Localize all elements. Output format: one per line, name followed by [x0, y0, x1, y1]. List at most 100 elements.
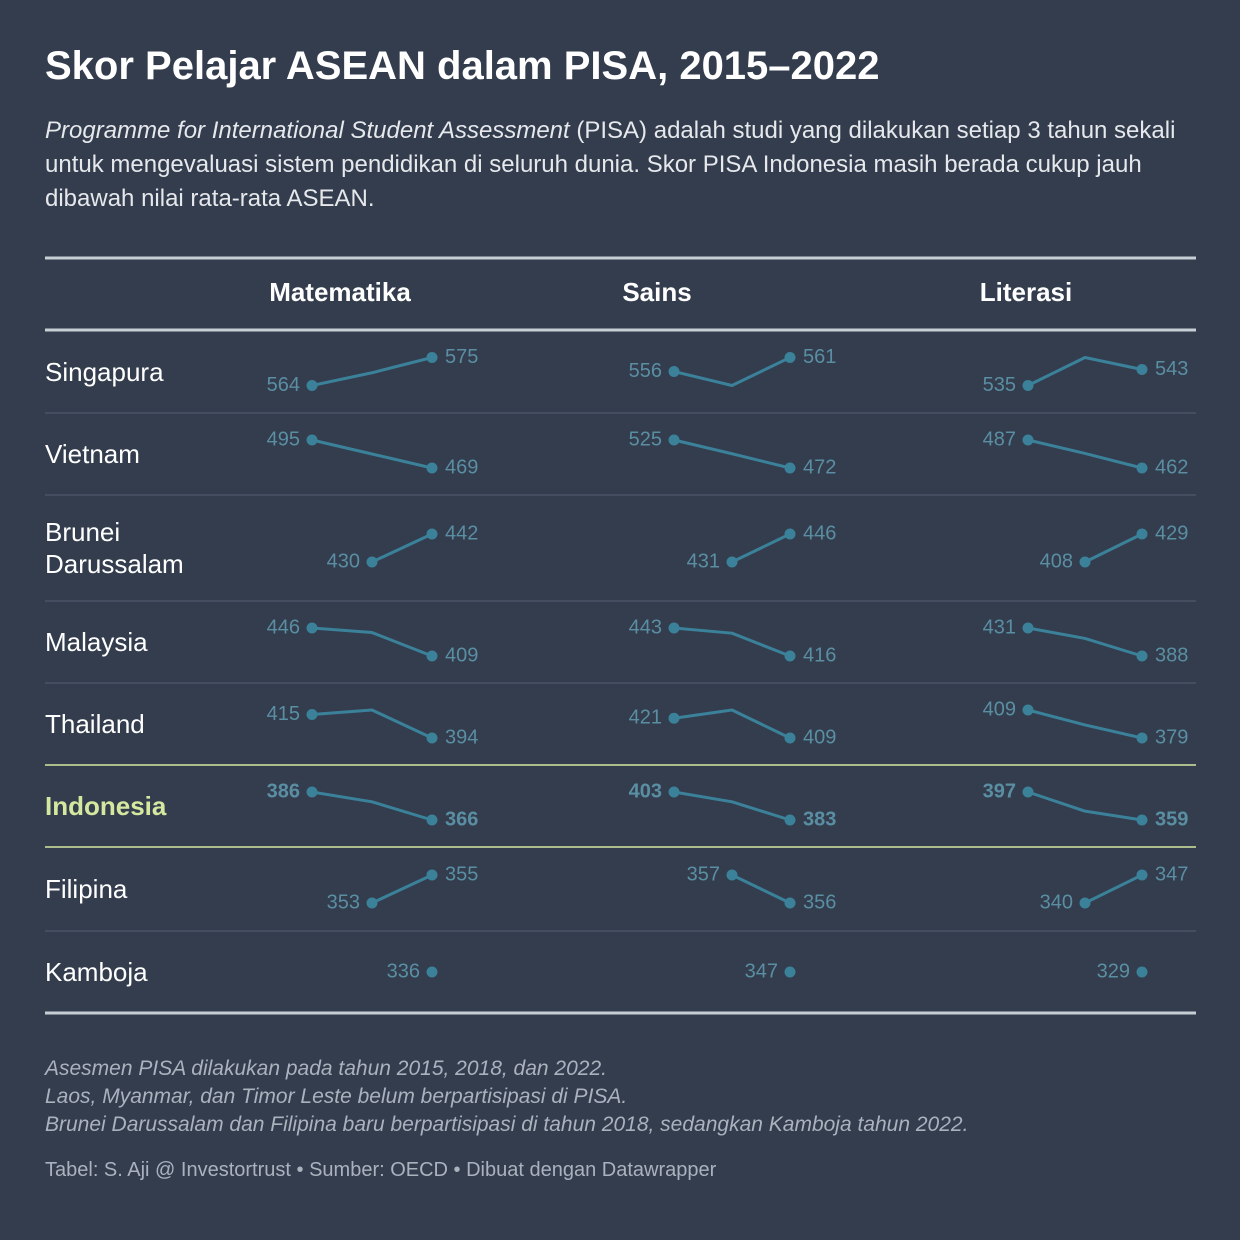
value-label: 487	[983, 428, 1016, 450]
sparkline-dot	[306, 622, 318, 634]
sparkline	[673, 356, 791, 387]
sparkline-dot	[366, 897, 378, 909]
value-label: 403	[629, 780, 662, 802]
country-name: Indonesia	[45, 791, 167, 821]
value-label: 564	[267, 374, 300, 396]
sparkline-dot	[668, 712, 680, 724]
sparkline-dot	[366, 556, 378, 568]
value-label: 446	[267, 616, 300, 638]
sparkline-dot	[426, 966, 438, 978]
sparkline-dot	[1136, 528, 1148, 540]
column-header: Literasi	[980, 277, 1073, 307]
value-label: 408	[1040, 550, 1073, 572]
sparkline-dot	[784, 528, 796, 540]
country-name: Singapura	[45, 356, 164, 387]
sparkline-dot	[1022, 786, 1034, 798]
sparkline-dot	[426, 869, 438, 881]
value-label: 561	[803, 346, 836, 368]
value-label: 355	[445, 863, 478, 885]
sparkline-dot	[1136, 650, 1148, 662]
credit: Tabel: S. Aji @ Investortrust • Sumber: …	[45, 1159, 717, 1181]
sparkline-dot	[1136, 732, 1148, 744]
country-name: Vietnam	[45, 439, 140, 469]
value-label: 409	[803, 726, 836, 748]
sparkline	[673, 790, 791, 822]
sparkline-dot	[1136, 814, 1148, 826]
sparkline-dot	[668, 434, 680, 446]
sparkline-dot	[426, 814, 438, 826]
value-label: 347	[745, 960, 778, 982]
sparkline	[673, 438, 791, 470]
value-label: 388	[1155, 644, 1188, 666]
value-label: 347	[1155, 863, 1188, 885]
sparkline	[1027, 626, 1143, 658]
sparkline	[1084, 532, 1143, 564]
value-label: 386	[267, 780, 300, 802]
value-label: 394	[445, 726, 478, 748]
sparkline-dot	[1136, 364, 1148, 375]
sparkline-dot	[784, 352, 796, 363]
value-label: 543	[1155, 358, 1188, 380]
sparkline-dot	[784, 897, 796, 909]
column-header: Sains	[622, 277, 691, 307]
sparkline	[311, 790, 433, 822]
sparkline	[731, 532, 791, 564]
value-label: 575	[445, 346, 478, 368]
subtitle-text: (PISA) adalah studi yang dilakukan setia…	[45, 117, 1176, 212]
note: Laos, Myanmar, dan Timor Leste belum ber…	[45, 1085, 628, 1108]
sparkline	[1027, 708, 1143, 740]
value-label: 415	[267, 703, 300, 725]
value-label: 443	[629, 616, 662, 638]
value-label: 431	[983, 616, 1016, 638]
sparkline-dot	[426, 732, 438, 744]
value-label: 379	[1155, 726, 1188, 748]
value-label: 383	[803, 808, 836, 830]
sparkline	[673, 626, 791, 658]
value-label: 353	[327, 891, 360, 913]
sparkline-dot	[306, 380, 318, 391]
value-label: 329	[1097, 960, 1130, 982]
column-header: Matematika	[269, 277, 411, 307]
sparkline	[673, 708, 791, 740]
note: Asesmen PISA dilakukan pada tahun 2015, …	[45, 1057, 607, 1080]
value-label: 431	[687, 550, 720, 572]
sparkline-dot	[784, 732, 796, 744]
sparkline-dot	[1136, 966, 1148, 978]
value-label: 409	[983, 698, 1016, 720]
sparkline	[311, 708, 433, 740]
value-label: 446	[803, 522, 836, 544]
sparkline-dot	[668, 622, 680, 634]
sparkline-dot	[1079, 556, 1091, 568]
note: Brunei Darussalam dan Filipina baru berp…	[45, 1113, 969, 1136]
sparkline-dot	[668, 786, 680, 798]
value-label: 525	[629, 428, 662, 450]
sparkline-dot	[1022, 622, 1034, 634]
sparkline-dot	[306, 786, 318, 798]
value-label: 535	[983, 374, 1016, 396]
sparkline-dot	[1022, 434, 1034, 446]
value-label: 556	[629, 360, 662, 382]
sparkline-dot	[726, 869, 738, 881]
value-label: 462	[1155, 456, 1188, 478]
value-label: 397	[983, 780, 1016, 802]
title: Skor Pelajar ASEAN dalam PISA, 2015–2022	[45, 44, 880, 88]
sparkline-dot	[426, 528, 438, 540]
value-label: 409	[445, 644, 478, 666]
sparkline-dot	[784, 650, 796, 662]
sparkline	[311, 356, 433, 387]
country-name: Filipina	[45, 874, 128, 904]
subtitle-italic: Programme for International Student Asse…	[45, 117, 570, 144]
sparkline-dot	[1022, 704, 1034, 716]
sparkline-dot	[1136, 462, 1148, 474]
sparkline-dot	[306, 708, 318, 720]
sparkline-dot	[784, 462, 796, 474]
country-name: Thailand	[45, 709, 145, 739]
value-label: 429	[1155, 522, 1188, 544]
sparkline	[371, 873, 433, 905]
value-label: 472	[803, 456, 836, 478]
value-label: 366	[445, 808, 478, 830]
sparkline	[311, 626, 433, 658]
value-label: 430	[327, 550, 360, 572]
sparkline-dot	[668, 366, 680, 377]
